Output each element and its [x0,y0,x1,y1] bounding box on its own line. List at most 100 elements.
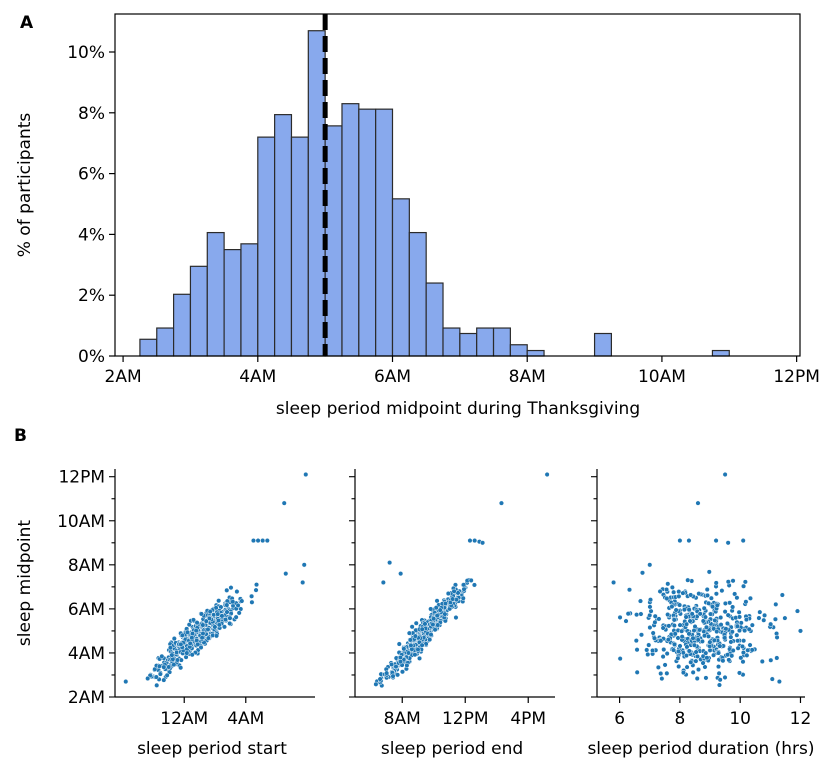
scatter-point [422,621,428,627]
scatter-point [415,646,421,653]
scatter-point [404,662,410,668]
scatter-point [660,654,666,660]
scatter-point [722,674,728,680]
scatter-point [638,632,645,638]
scatter-point [187,640,193,646]
scatter-point [461,582,467,588]
histogram-y-axis-label: % of participants [15,113,35,258]
histogram-bar [492,327,511,357]
scatter-point [716,682,723,688]
scatter-point [397,659,404,665]
scatter-point [704,655,710,661]
scatter-point [702,614,708,620]
scatter-point [669,604,675,610]
scatter-point [154,682,160,688]
scatter-point [718,615,724,621]
scatter-point [700,618,706,624]
scatter-point [749,622,755,628]
scatter-point [664,595,670,601]
scatter-point [711,637,717,643]
scatter-chart-end: 8AM 12PM 4PM [349,469,555,729]
scatter-point [714,602,720,608]
scatter-point [690,635,696,641]
scatter-point [213,633,220,639]
scatter-point [472,538,478,544]
scatter-point [395,672,401,678]
scatter-point [207,609,213,615]
scatter-point [195,641,201,647]
scatter-duration-x-axis-label: sleep period duration (hrs) [587,739,814,759]
scatter-point [419,626,425,632]
scatter-point [714,629,720,635]
scatter-point [722,471,728,478]
scatter-point [794,608,801,614]
histogram-y-tick-label: 0% [78,347,105,367]
scatter-point [683,621,690,627]
scatter-point [694,675,700,682]
scatter-point [762,612,768,618]
histogram-x-tick-label: 8AM [509,367,546,387]
scatter-point [740,650,746,656]
scatter-point [167,645,173,651]
scatter-point [236,610,242,616]
scatter-point [434,613,440,619]
scatter-point [647,612,653,618]
histogram-frame [114,13,801,357]
histogram-y-tick-label: 10% [67,43,105,63]
scatter-point [769,676,775,682]
scatter-point [639,570,646,576]
scatter-point [480,540,486,546]
scatter-point [498,500,505,506]
scatter-point [779,592,785,598]
scatter-point [686,607,692,613]
scatter-point [728,639,734,645]
scatter-point [433,605,439,611]
scatter-point [729,653,735,659]
scatter-point [725,579,731,585]
scatter-point [708,611,714,617]
scatter-point [253,582,260,588]
scatter-point [705,633,712,639]
scatter-point [759,658,765,664]
scatter-point [700,660,706,666]
scatter-point [683,614,689,620]
histogram-bar [223,249,242,357]
scatter-point [634,612,640,618]
scatter-point [647,604,653,610]
scatter-point [206,615,213,621]
scatter-point [183,654,189,660]
scatter-point [740,659,746,665]
histogram-bar [593,332,613,357]
scatter-point [735,645,741,651]
histogram-bar [442,327,461,357]
scatter-y-tick-label: 12PM [58,468,105,488]
histogram-x-axis-label: sleep period midpoint during Thanksgivin… [276,399,640,419]
scatter-point [222,617,229,623]
scatter-chart-start: 12AM 4AM 2AM 4AM 6AM 8AM 10AM 12PM [57,468,315,729]
histogram-bar [257,136,276,357]
scatter-point [189,652,195,658]
scatter-point [406,630,412,636]
scatter-point [677,538,683,544]
scatter-point [161,677,167,683]
histogram-bar [240,243,259,357]
scatter-point [713,580,719,586]
scatter-point [797,628,804,634]
scatter-point [219,613,225,619]
scatter-point [671,641,678,647]
scatter-point [745,647,751,653]
scatter-point [679,634,685,640]
scatter-point [227,615,233,621]
scatter-point [716,670,722,676]
scatter-point [652,619,658,625]
scatter-point [757,609,763,615]
scatter-point [393,664,399,670]
scatter-point [703,675,709,681]
scatter-point [693,649,699,655]
scatter-point [634,669,640,675]
scatter-x-tick-label: 4AM [227,709,264,729]
histogram-bar [206,231,225,357]
scatter-point [658,670,664,677]
scatter-point [647,562,653,568]
scatter-point [617,614,623,620]
